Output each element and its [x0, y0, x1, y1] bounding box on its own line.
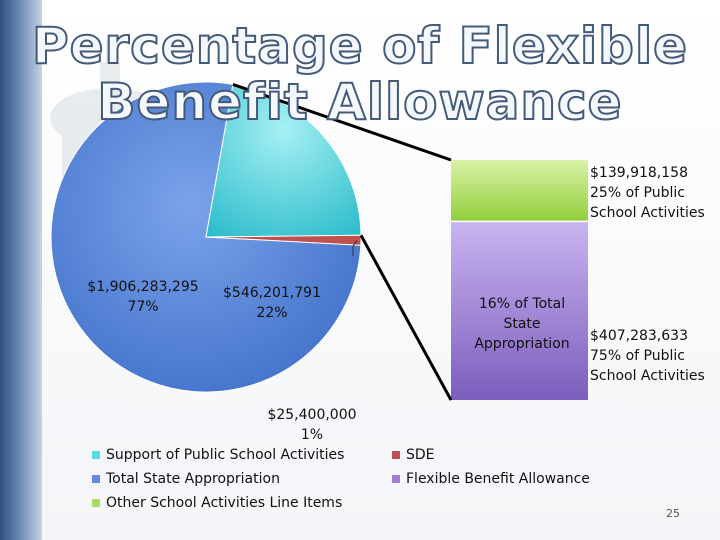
page-title: Percentage of Flexible Benefit Allowance [0, 17, 720, 131]
legend-label-public-school: Support of Public School Activities [106, 447, 345, 463]
legend-swatch-other-items [92, 499, 100, 507]
pie-slice-public-school [205, 83, 362, 238]
legend-right: SDE Flexible Benefit Allowance [392, 443, 590, 491]
label-other-items: $139,918,158 25% of Public School Activi… [590, 163, 715, 223]
label-flexible: $407,283,633 75% of Public School Activi… [590, 326, 715, 386]
label-sde-value: $25,400,000 [267, 407, 357, 423]
legend-item-flexible: Flexible Benefit Allowance [392, 467, 590, 491]
label-other-items-value: $139,918,158 [590, 165, 688, 181]
label-total-state: $1,906,283,295 77% [78, 277, 208, 317]
label-sde: $25,400,000 1% [252, 405, 372, 445]
label-total-state-value: $1,906,283,295 [87, 279, 199, 295]
legend-label-other-items: Other School Activities Line Items [106, 495, 343, 511]
legend-swatch-flexible [392, 475, 400, 483]
legend-item-sde: SDE [392, 443, 590, 467]
legend-item-public-school: Support of Public School Activities [92, 443, 344, 467]
legend-item-other-items: Other School Activities Line Items [92, 491, 344, 515]
title-line-2: Benefit Allowance [96, 73, 623, 131]
label-public-school-value: $546,201,791 [223, 285, 321, 301]
bar-of-pie-chart [50, 81, 588, 401]
legend-swatch-total-state [92, 475, 100, 483]
connector-line-bottom [359, 234, 453, 401]
label-public-school: $546,201,791 22% [212, 283, 332, 323]
label-flexible-inner: 16% of Total State Appropriation [474, 296, 570, 352]
label-sde-percent: 1% [300, 427, 324, 443]
label-flexible-value: $407,283,633 [590, 328, 688, 344]
title-line-1: Percentage of Flexible [31, 17, 689, 75]
legend-swatch-sde [392, 451, 400, 459]
connector-line-top [232, 82, 452, 162]
slide-number: 25 [666, 507, 680, 520]
label-public-school-percent: 22% [256, 305, 288, 321]
bar-segment-other-items [451, 160, 588, 222]
label-total-state-percent: 77% [127, 299, 159, 315]
legend-label-total-state: Total State Appropriation [106, 471, 280, 487]
legend-swatch-public-school [92, 451, 100, 459]
sde-leader-line [352, 239, 358, 257]
label-other-items-percent: 25% of Public School Activities [590, 185, 705, 221]
legend-label-flexible: Flexible Benefit Allowance [406, 471, 590, 487]
legend-item-total-state: Total State Appropriation [92, 467, 344, 491]
left-edge-decoration [0, 0, 42, 540]
legend-left: Support of Public School Activities Tota… [92, 443, 344, 515]
label-flexible-percent: 75% of Public School Activities [590, 348, 705, 384]
bar-segment-flexible [451, 221, 588, 400]
legend-label-sde: SDE [406, 447, 435, 463]
